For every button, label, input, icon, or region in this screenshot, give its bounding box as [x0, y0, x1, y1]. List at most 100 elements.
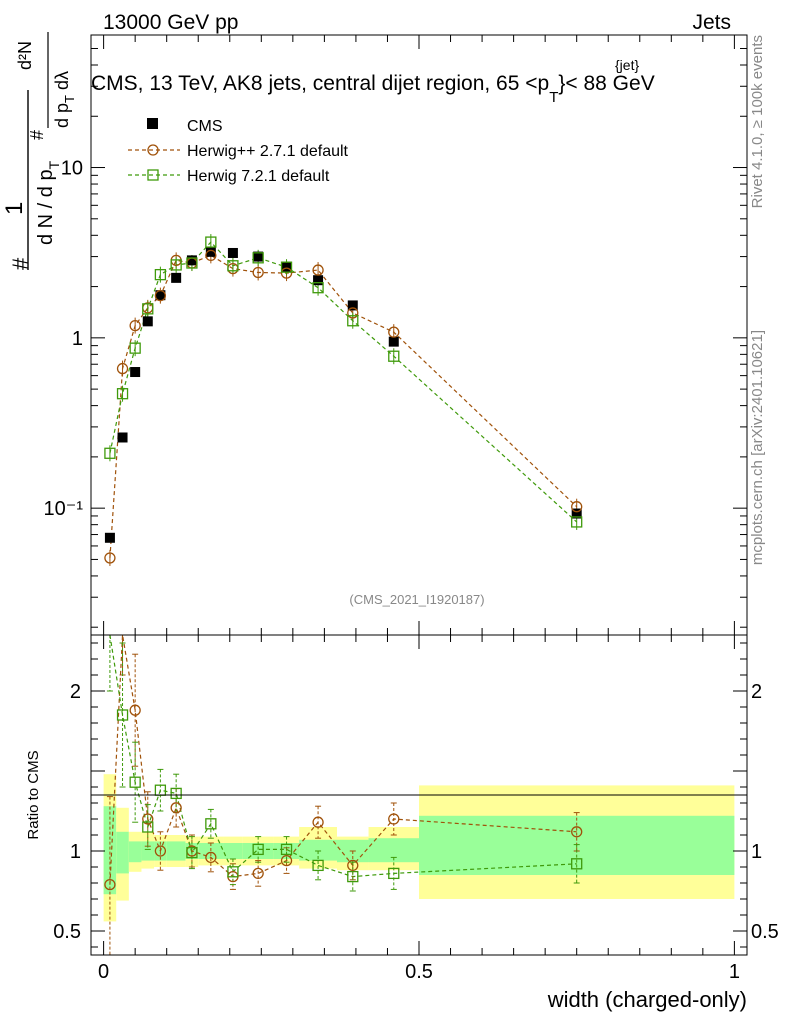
- legend: CMS Herwig++ 2.7.1 default Herwig 7.2.1 …: [128, 118, 349, 185]
- series-markers: [104, 236, 583, 891]
- main-point-0-6: [186, 255, 197, 266]
- main-point-0-9: [253, 251, 264, 262]
- ratio-point-0-7: [205, 851, 217, 864]
- main-point-0-4: [155, 290, 166, 301]
- y-label-top: d²N: [15, 41, 35, 70]
- main-point-0-10: [281, 261, 292, 272]
- band-inner-8: [223, 843, 243, 859]
- main-point-2-11: [312, 282, 324, 294]
- main-ytick-label: 10⁻¹: [44, 498, 84, 520]
- x-axis-label: width (charged-only): [547, 987, 747, 1012]
- main-point-1-13: [388, 326, 400, 338]
- y-label-hash1: #: [8, 257, 33, 270]
- ratio-y-axis-label: Ratio to CMS: [25, 750, 42, 839]
- main-point-1-0: [104, 552, 116, 564]
- band-inner-5: [166, 841, 186, 861]
- y-label-one: 1: [1, 202, 28, 215]
- category-label: Jets: [692, 11, 731, 34]
- legend-herwig7-label: Herwig 7.2.1 default: [187, 168, 330, 185]
- main-point-1-9: [252, 266, 264, 279]
- ratio-point-0-12: [347, 859, 359, 872]
- main-point-0-14: [571, 508, 582, 519]
- main-point-0-12: [347, 300, 358, 311]
- y-label-den1-text: d N / d p: [35, 169, 57, 245]
- ratio-point-1-9: [252, 843, 264, 856]
- main-point-2-2: [129, 342, 141, 354]
- ratio-point-0-3: [142, 813, 154, 825]
- main-point-0-1: [117, 432, 128, 443]
- ratio-ytick-label-left: 0.5: [53, 921, 81, 943]
- y-label-den1-sub: T: [46, 160, 62, 169]
- band-inner-10: [273, 843, 300, 859]
- main-point-1-10: [280, 267, 293, 279]
- main-point-0-2: [130, 367, 141, 378]
- main-point-1-12: [347, 307, 359, 319]
- main-ytick-label: 1: [72, 328, 83, 350]
- main-line-1: [109, 254, 578, 559]
- band-inner-3: [141, 841, 155, 861]
- ratio-point-0-10: [280, 854, 293, 867]
- side-text-lower: mcplots.cern.ch [arXiv:2401.10621]: [749, 330, 766, 565]
- main-line-2: [109, 241, 578, 523]
- main-point-0-5: [171, 272, 182, 283]
- main-point-2-8: [227, 260, 239, 272]
- ratio-point-0-0: [104, 878, 116, 891]
- main-point-2-3: [142, 303, 154, 315]
- axis-ticks: [91, 34, 747, 955]
- ratio-uncertainty-bands: [103, 774, 735, 922]
- legend-cms-label: CMS: [187, 118, 223, 135]
- ratio-point-1-2: [129, 776, 141, 788]
- plot-title-sub: T: [549, 89, 558, 106]
- ratio-point-0-13: [388, 813, 400, 825]
- main-point-0-7: [205, 246, 216, 257]
- main-point-2-12: [347, 315, 359, 327]
- legend-herwigpp-label: Herwig++ 2.7.1 default: [187, 143, 349, 160]
- main-point-1-4: [154, 289, 167, 302]
- main-point-1-1: [116, 362, 129, 375]
- plot-title-main: CMS, 13 TeV, AK8 jets, central dijet reg…: [91, 72, 549, 95]
- ratio-point-1-10: [280, 843, 293, 856]
- xtick-label: 1: [729, 961, 740, 983]
- plot-title-end: }< 88 GeV: [558, 72, 654, 95]
- ratio-line-0: [109, 634, 577, 885]
- tick-labels: 10 1 10⁻¹ 2 2 1 1 0.5 0.5 0 0.5 1: [44, 158, 779, 983]
- main-ytick-label: 10: [61, 158, 83, 180]
- main-point-0-13: [388, 336, 399, 347]
- ratio-point-1-13: [388, 867, 400, 880]
- ratio-point-1-5: [170, 787, 182, 800]
- ratio-point-1-3: [142, 821, 154, 833]
- plot-title-sup: {jet}: [615, 57, 639, 73]
- main-point-1-14: [571, 501, 583, 513]
- y-label-den2-sub: T: [62, 95, 77, 103]
- ratio-ytick-label-right: 1: [751, 841, 762, 863]
- ratio-point-1-1: [116, 709, 129, 721]
- main-point-2-14: [571, 516, 583, 528]
- ratio-ytick-label-right: 2: [751, 681, 762, 703]
- ratio-point-1-11: [312, 859, 324, 872]
- ratio-ytick-label-left: 2: [70, 681, 81, 703]
- ratio-point-1-6: [186, 846, 198, 859]
- ratio-ytick-label-left: 1: [70, 841, 81, 863]
- xtick-label: 0.5: [405, 961, 433, 983]
- ratio-point-1-12: [347, 870, 359, 883]
- main-point-0-8: [227, 247, 238, 258]
- main-point-0-3: [142, 316, 153, 327]
- plot-title: CMS, 13 TeV, AK8 jets, central dijet reg…: [91, 72, 655, 106]
- ratio-point-0-9: [252, 867, 264, 880]
- band-inner-11: [299, 839, 337, 861]
- main-y-axis-label: # 1 d N / d pT # d²N d pT dλ: [1, 32, 77, 270]
- y-label-den1: d N / d pT: [35, 160, 62, 245]
- legend-cms-marker: [147, 118, 158, 129]
- ratio-ytick-label-right: 0.5: [751, 921, 779, 943]
- legend-herwig7-marker: [147, 169, 159, 181]
- main-point-2-13: [388, 350, 400, 362]
- ratio-point-1-14: [571, 858, 583, 870]
- analysis-watermark: (CMS_2021_I1920187): [349, 592, 484, 607]
- y-label-hash2: #: [27, 130, 47, 140]
- main-point-2-0: [104, 447, 116, 459]
- xtick-label: 0: [98, 961, 109, 983]
- main-point-0-11: [313, 275, 324, 286]
- main-point-1-2: [129, 319, 141, 332]
- main-point-2-4: [154, 268, 167, 281]
